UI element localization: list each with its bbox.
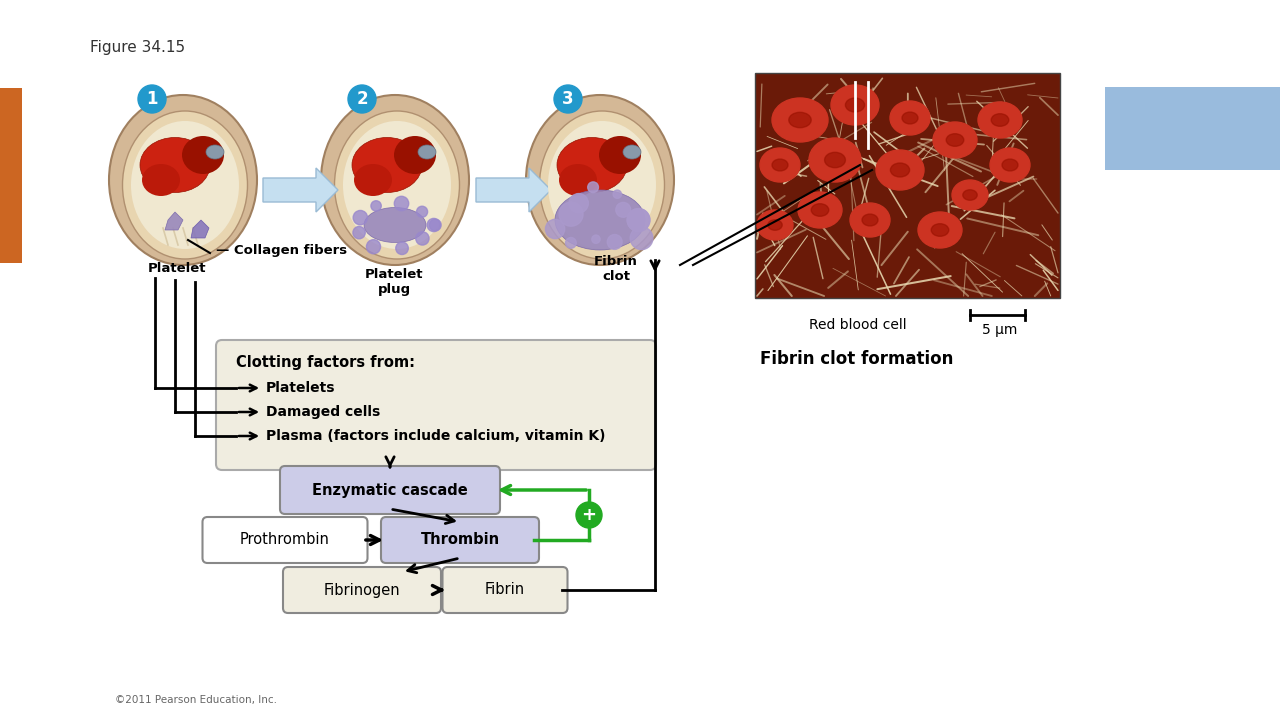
Ellipse shape [902,112,918,124]
Ellipse shape [623,145,641,159]
Ellipse shape [756,210,794,240]
Ellipse shape [963,190,977,200]
Ellipse shape [419,145,436,159]
Ellipse shape [343,121,451,249]
Ellipse shape [931,224,948,236]
Circle shape [416,232,429,245]
Circle shape [627,209,650,231]
Ellipse shape [788,112,812,127]
Polygon shape [262,168,338,212]
Text: ©2011 Pearson Education, Inc.: ©2011 Pearson Education, Inc. [115,695,276,705]
Ellipse shape [952,180,988,210]
Circle shape [353,227,365,239]
Circle shape [630,227,653,250]
Ellipse shape [876,150,924,190]
Ellipse shape [768,220,782,230]
Ellipse shape [539,111,664,259]
Ellipse shape [355,164,392,196]
Ellipse shape [760,148,800,182]
Ellipse shape [918,212,963,248]
Ellipse shape [809,138,861,182]
Text: Prothrombin: Prothrombin [241,533,330,547]
Ellipse shape [140,138,210,192]
Text: 5 μm: 5 μm [982,323,1018,337]
Circle shape [429,219,442,231]
Circle shape [554,85,582,113]
Circle shape [570,194,589,213]
Ellipse shape [797,192,842,228]
Ellipse shape [599,136,641,174]
Ellipse shape [321,95,468,265]
Circle shape [353,210,367,225]
Text: Plasma (factors include calcium, vitamin K): Plasma (factors include calcium, vitamin… [266,429,605,443]
Text: Fibrin: Fibrin [485,582,525,598]
FancyBboxPatch shape [0,88,22,263]
Ellipse shape [890,101,931,135]
Ellipse shape [182,136,224,174]
Ellipse shape [772,98,828,142]
Ellipse shape [206,145,224,159]
FancyBboxPatch shape [202,517,367,563]
Circle shape [138,85,166,113]
FancyBboxPatch shape [381,517,539,563]
Text: 3: 3 [562,90,573,108]
Circle shape [591,235,600,243]
Ellipse shape [364,207,426,243]
Circle shape [576,502,602,528]
Ellipse shape [559,164,596,196]
Circle shape [428,218,440,232]
Text: Fibrinogen: Fibrinogen [324,582,401,598]
Ellipse shape [334,111,460,259]
Circle shape [559,202,582,226]
Circle shape [545,220,564,238]
Circle shape [566,238,576,248]
Circle shape [396,242,408,255]
Text: Damaged cells: Damaged cells [266,405,380,419]
Polygon shape [165,212,183,230]
Circle shape [366,240,380,253]
Ellipse shape [850,203,890,237]
Text: — Collagen fibers: — Collagen fibers [216,243,347,256]
FancyBboxPatch shape [755,73,1060,298]
Ellipse shape [772,159,788,171]
Text: Clotting factors from:: Clotting factors from: [236,354,415,369]
Polygon shape [476,168,550,212]
Text: Platelet: Platelet [148,261,206,274]
Ellipse shape [933,122,977,158]
Circle shape [371,201,381,211]
Circle shape [607,235,622,249]
FancyBboxPatch shape [216,340,655,470]
Ellipse shape [131,121,239,249]
Circle shape [348,85,376,113]
Ellipse shape [845,98,864,112]
FancyBboxPatch shape [1105,87,1280,170]
Circle shape [627,209,650,231]
Text: Platelets: Platelets [266,381,335,395]
Ellipse shape [548,121,655,249]
Circle shape [394,197,408,211]
Ellipse shape [991,114,1009,126]
Circle shape [416,206,428,217]
FancyBboxPatch shape [283,567,442,613]
Text: 1: 1 [146,90,157,108]
Ellipse shape [824,153,845,168]
Ellipse shape [946,134,964,146]
Text: 2: 2 [356,90,367,108]
Ellipse shape [352,138,422,192]
Text: Fibrin clot formation: Fibrin clot formation [760,350,954,368]
Ellipse shape [557,138,627,192]
Ellipse shape [109,95,257,265]
Ellipse shape [812,204,829,216]
Polygon shape [191,220,209,238]
Text: Fibrin
clot: Fibrin clot [594,255,637,283]
Ellipse shape [1002,159,1018,171]
Ellipse shape [394,136,436,174]
Circle shape [588,182,599,193]
Ellipse shape [861,214,878,226]
Ellipse shape [891,163,910,177]
Text: Figure 34.15: Figure 34.15 [90,40,186,55]
Ellipse shape [978,102,1021,138]
FancyBboxPatch shape [280,466,500,514]
Ellipse shape [989,148,1030,182]
